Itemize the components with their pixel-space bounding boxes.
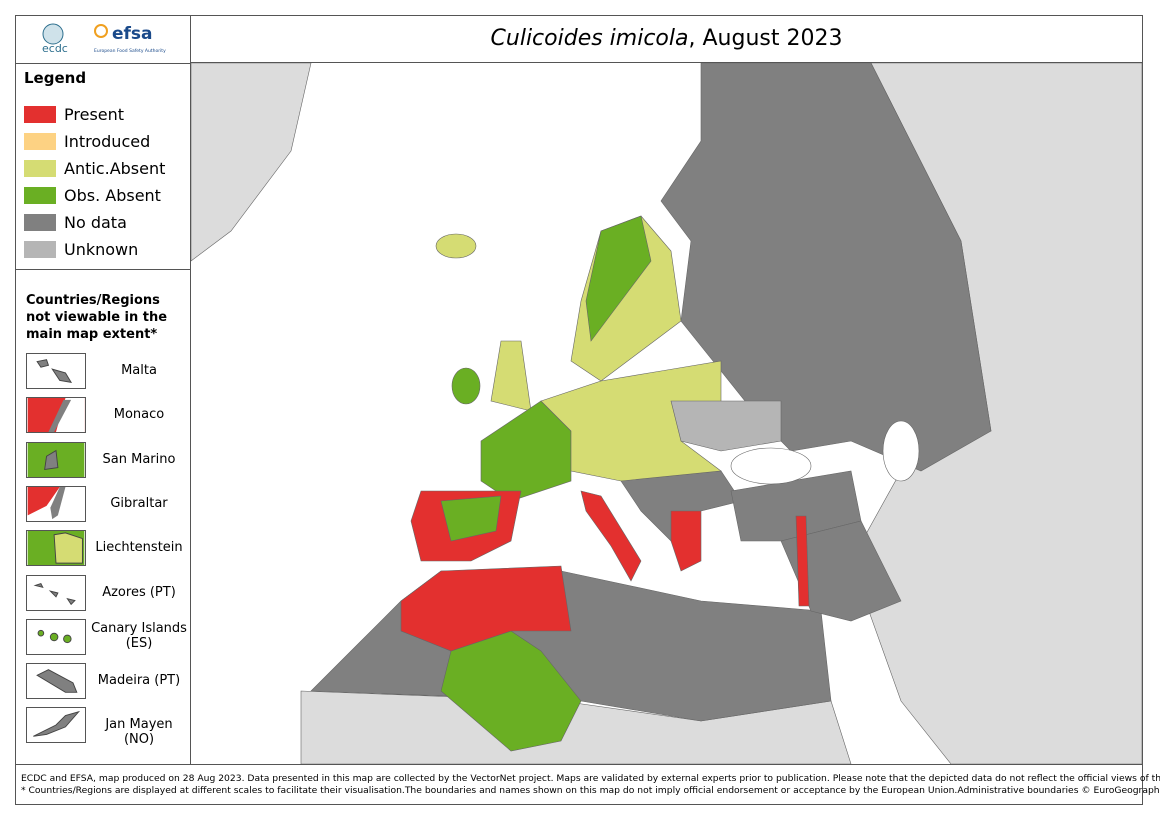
inset-label: Canary Islands (ES) [91, 620, 187, 651]
inset-map [27, 531, 85, 566]
inset-label: Monaco [113, 407, 165, 423]
inset-box [26, 574, 86, 611]
footer-line: ECDC and EFSA, map produced on 28 Aug 20… [21, 773, 1160, 784]
inset-map [36, 359, 73, 383]
ecdc-logo: ecdc [42, 42, 68, 55]
inset-box [26, 397, 86, 434]
legend-swatch [24, 214, 56, 231]
legend: Legend Present Introduced Antic.Absent Obs.… [16, 63, 190, 270]
logos: ecdc efsa European Food Safety Authority [16, 16, 190, 64]
title-species: Culicoides imicola [490, 26, 689, 51]
inset-map [27, 486, 66, 520]
inset-label: Gibraltar [110, 495, 168, 511]
inset-box [26, 663, 86, 700]
inset-map [33, 582, 76, 605]
inset-label: San Marino [102, 451, 176, 467]
inset-box [26, 707, 86, 744]
inset-map [27, 442, 85, 477]
legend-item: Introduced [24, 132, 150, 151]
inset-box [26, 618, 86, 655]
logo-art [42, 23, 108, 45]
legend-item: No data [24, 213, 127, 232]
legend-item: Unknown [24, 240, 138, 259]
legend-label: Antic.Absent [64, 159, 166, 178]
inset-label: Liechtenstein [95, 540, 183, 556]
legend-swatch [24, 187, 56, 204]
inset-box [26, 530, 86, 567]
inset-box [26, 353, 86, 389]
legend-label: Obs. Absent [64, 186, 161, 205]
map [191, 63, 1142, 764]
title-rest: , August 2023 [688, 26, 843, 51]
page: ecdc efsa European Food Safety Authority… [15, 15, 1160, 805]
title: Culicoides imicola, August 2023 [191, 16, 1142, 63]
side-panel: ecdc efsa European Food Safety Authority… [16, 16, 191, 764]
legend-swatch [24, 133, 56, 150]
inset-label: Malta [121, 363, 157, 378]
insets: Countries/Regions not viewable in the ma… [16, 270, 190, 764]
inset-map [36, 669, 78, 693]
legend-label: Unknown [64, 240, 139, 259]
legend-swatch [24, 106, 56, 123]
efsa-logo: efsa [112, 24, 153, 44]
inset-box [26, 485, 86, 522]
efsa-sub: European Food Safety Authority [94, 49, 166, 54]
legend-swatch [24, 160, 56, 177]
legend-label: Introduced [64, 132, 151, 151]
inset-map [37, 629, 72, 643]
inset-box [26, 441, 86, 478]
legend-item: Antic.Absent [24, 159, 165, 178]
inset-map [33, 711, 81, 738]
legend-label: Present [64, 105, 125, 124]
legend-item: Obs. Absent [24, 186, 161, 205]
legend-item: Present [24, 105, 124, 124]
inset-label: Madeira (PT) [97, 673, 181, 689]
legend-label: No data [64, 213, 127, 232]
legend-swatch [24, 241, 56, 258]
legend-title: Legend [24, 69, 87, 87]
inset-map [27, 398, 85, 433]
insets-title: Countries/Regions not viewable in the ma… [26, 293, 168, 342]
footer: ECDC and EFSA, map produced on 28 Aug 20… [16, 764, 1160, 804]
footer-line: * Countries/Regions are displayed at dif… [21, 785, 1160, 796]
inset-label: Azores (PT) [102, 584, 176, 600]
inset-label: Jan Mayen (NO) [105, 717, 173, 748]
